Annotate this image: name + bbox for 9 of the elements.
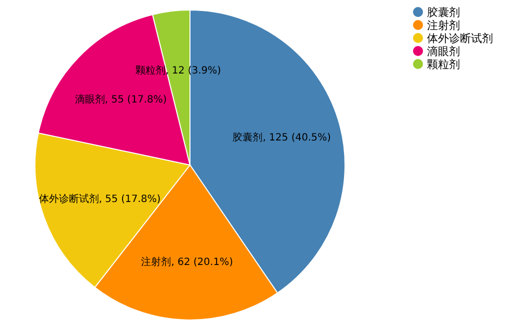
legend-label: 体外诊断试剂 (427, 32, 493, 45)
data-label: 胶囊剂, 125 (40.5%) (232, 132, 331, 144)
data-label: 注射剂, 62 (20.1%) (141, 256, 234, 268)
legend-label: 胶囊剂 (427, 6, 460, 19)
data-label: 滴眼剂, 55 (17.8%) (74, 93, 167, 106)
data-label: 体外诊断试剂, 55 (17.8%) (38, 193, 161, 206)
legend-label: 颗粒剂 (427, 58, 460, 71)
legend-label: 注射剂 (427, 19, 460, 32)
legend-label: 滴眼剂 (427, 45, 460, 58)
